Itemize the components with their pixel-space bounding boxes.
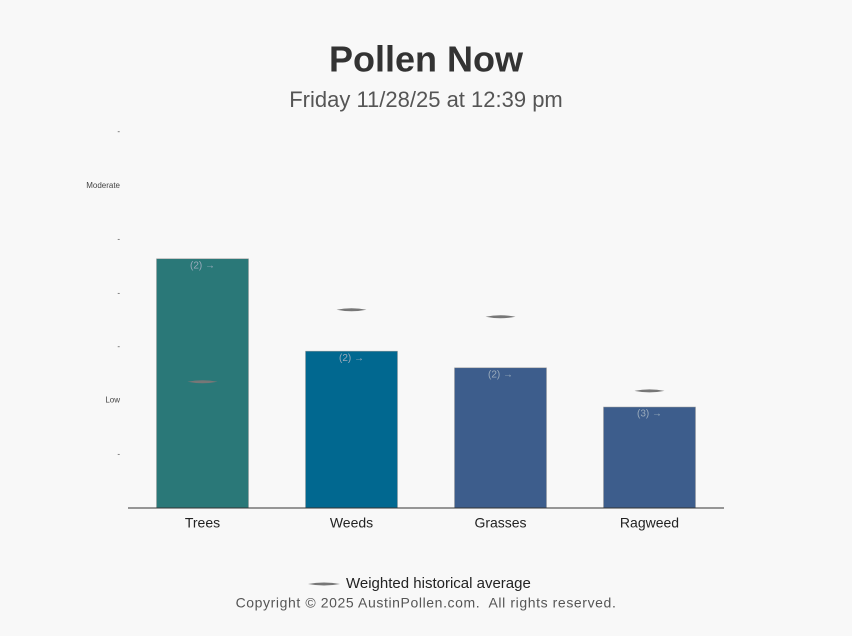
copyright: Copyright © 2025 AustinPollen.com. All r… [236,595,617,611]
bar-annotation: (3) → [637,409,662,420]
legend-label: Weighted historical average [346,575,531,592]
chart-subtitle: Friday 11/28/25 at 12:39 pm [289,87,563,112]
x-tick-label: Grasses [474,515,526,531]
y-tick-label: - [117,127,120,136]
bar-annotation: (2) → [488,369,513,380]
y-tick-label: - [117,449,120,458]
x-tick-label: Trees [185,515,220,531]
x-tick-label: Weeds [330,515,373,531]
y-tick-label: Low [105,396,120,405]
bar [156,258,249,509]
bar-annotation: (2) → [190,260,215,271]
y-tick-label: - [117,235,120,244]
y-tick-label: - [117,342,120,351]
chart-title: Pollen Now [329,39,524,80]
bar-annotation: (2) → [339,353,364,364]
historical-marker [187,380,218,384]
x-tick-label: Ragweed [620,515,679,531]
legend-marker [308,582,340,586]
bar [603,406,696,509]
historical-marker [336,308,367,312]
historical-marker [485,315,516,319]
historical-marker [634,389,665,393]
y-tick-label: - [117,288,120,297]
bar [454,367,547,509]
bar [305,350,398,509]
y-tick-label: Moderate [86,181,120,190]
